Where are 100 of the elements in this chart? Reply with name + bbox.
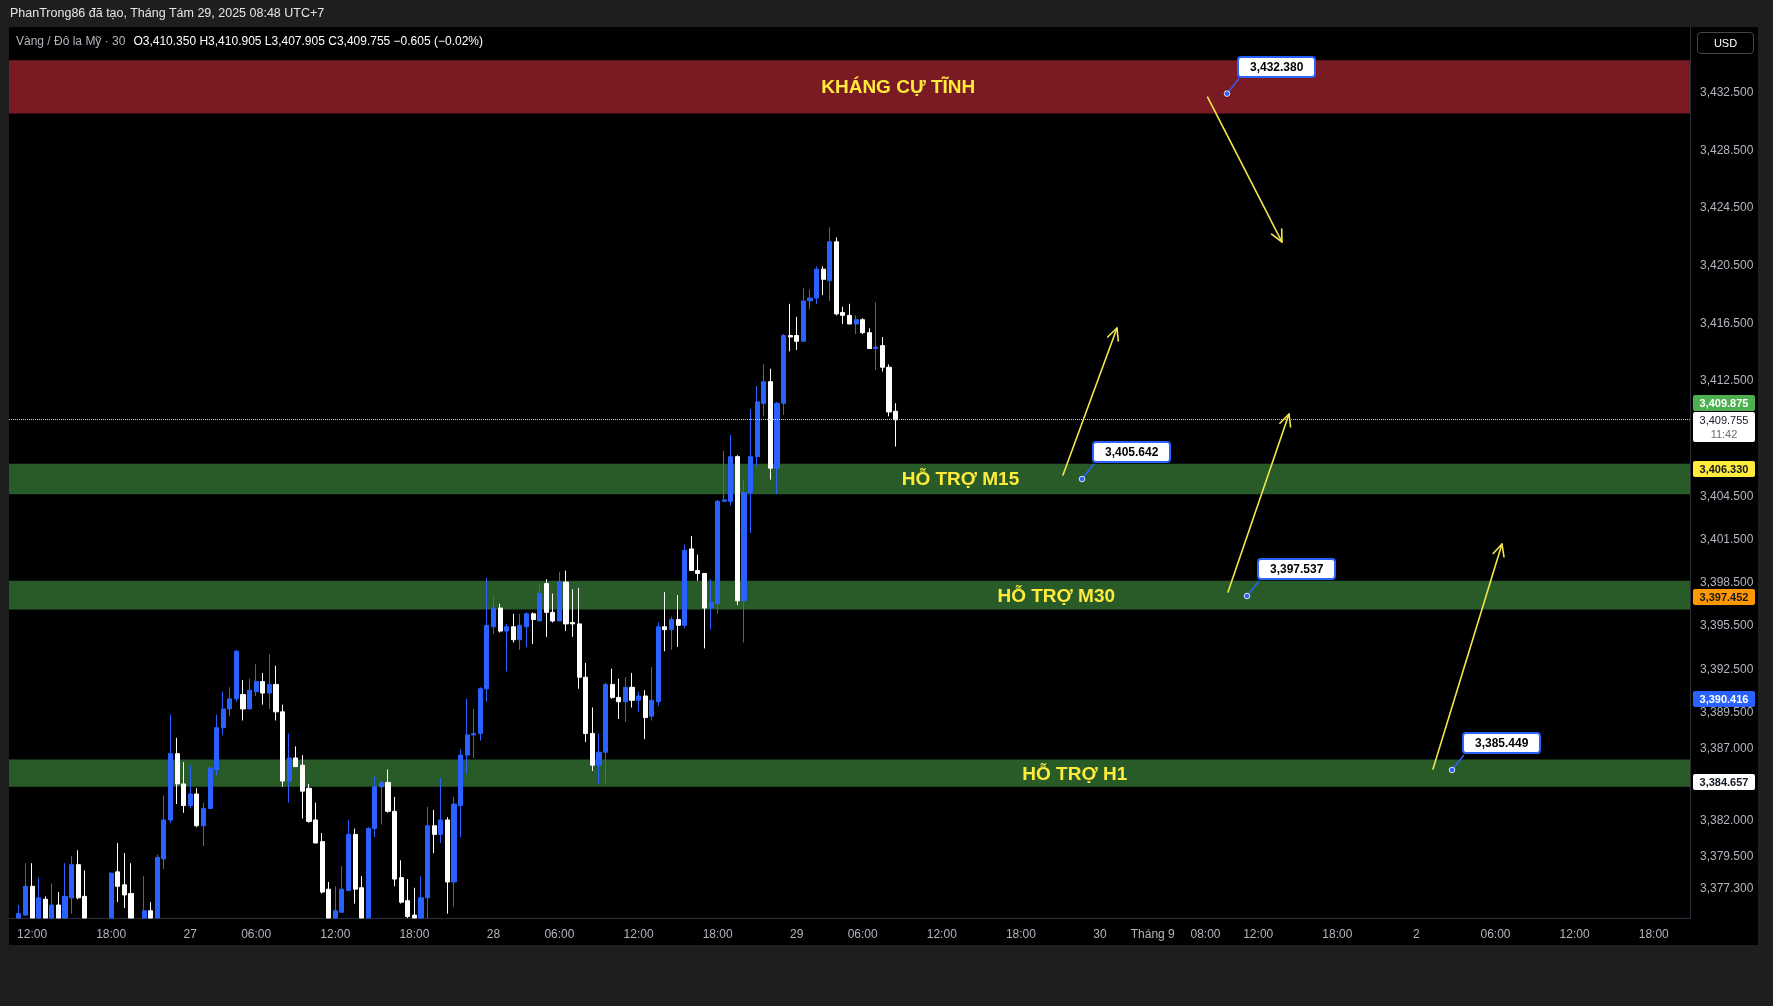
candlestick — [109, 871, 114, 919]
x-tick-label: Tháng 9 — [1130, 927, 1176, 941]
candlestick — [854, 314, 859, 335]
candlestick — [847, 303, 852, 325]
candlestick — [682, 544, 687, 629]
candlestick — [23, 862, 28, 916]
candlestick — [445, 816, 450, 915]
y-tick-label: 3,412.500 — [1700, 373, 1754, 388]
x-tick-label: 08:00 — [1190, 927, 1221, 941]
text: O3,410.350 H3,410.905 L3,407.905 C3,409.755 −0.605 (−0.02%) — [133, 34, 484, 48]
ref-line-label: 3,409.755 — [1698, 412, 1750, 427]
band-label: HỖ TRỢ M15 — [901, 468, 1020, 490]
candlestick — [590, 707, 595, 772]
x-tick-label: 12:00 — [623, 927, 654, 941]
y-tick-label: 3,398.500 — [1700, 575, 1754, 590]
annotation: 3,405.642 — [1092, 441, 1172, 463]
x-tick-label: 06:00 — [544, 927, 575, 941]
x-tick-label: 12:00 — [926, 927, 958, 941]
candlestick — [247, 678, 252, 710]
x-tick-label: 28 — [486, 927, 501, 941]
y-tick-label: 3,389.500 — [1700, 704, 1754, 719]
x-tick-label: 18:00 — [399, 927, 430, 941]
candlestick — [702, 572, 707, 649]
band-label: HỖ TRỢ M30 — [997, 584, 1116, 606]
text: 3,409.875 — [1693, 395, 1755, 411]
text: 3,384.657 — [1693, 773, 1755, 790]
candlestick — [636, 691, 641, 713]
candlestick — [30, 862, 35, 919]
x-tick-label: 29 — [790, 927, 804, 941]
band-label: HỖ TRỢ H1 — [1022, 762, 1128, 784]
x-tick-label: 06:00 — [1480, 927, 1511, 941]
y-tick-label: 3,379.500 — [1700, 849, 1754, 863]
candlestick — [115, 842, 120, 903]
candlestick — [260, 672, 265, 706]
x-tick-label: 06:00 — [847, 927, 879, 941]
y-tick-label: 3,392.500 — [1700, 661, 1754, 676]
x-tick-label: 18:00 — [702, 927, 733, 941]
candlestick — [517, 613, 522, 651]
y-tick-label: 3,387.000 — [1700, 740, 1754, 755]
candlestick — [346, 819, 351, 892]
candlestick — [287, 732, 292, 804]
candlestick — [16, 904, 21, 919]
candlestick — [649, 666, 654, 721]
candlestick — [49, 882, 54, 919]
candlestick — [821, 265, 826, 296]
candlestick — [412, 887, 417, 919]
text: 11:42 — [1709, 426, 1739, 441]
candlestick — [735, 454, 740, 606]
x-tick-label: 18:00 — [1322, 927, 1353, 941]
text: 3,406.330 — [1693, 460, 1755, 477]
text: 3,390.416 — [1693, 690, 1755, 707]
candlestick — [643, 689, 648, 740]
text: PhanTrong86 đã tạo, Tháng Tám 29, 2025 08:48 UTC+7 — [10, 6, 325, 20]
candlestick — [201, 802, 206, 847]
candlestick — [768, 368, 773, 481]
candlestick — [827, 226, 832, 302]
x-tick-label: 2 — [1413, 927, 1421, 941]
y-tick-label: 3,382.000 — [1700, 812, 1754, 827]
x-tick-label: 12:00 — [1559, 927, 1590, 941]
x-tick-label: 27 — [183, 927, 198, 941]
annotation: 3,432.380 — [1237, 55, 1317, 78]
y-tick-label: 3,432.500 — [1700, 84, 1754, 99]
candlestick — [860, 317, 865, 335]
candlestick — [873, 301, 878, 371]
candlestick — [379, 780, 384, 825]
candlestick — [867, 327, 872, 350]
x-tick-label: 12:00 — [17, 927, 48, 941]
candlestick — [254, 663, 259, 697]
candlestick — [656, 621, 661, 707]
candlestick — [511, 613, 516, 644]
candlestick — [531, 611, 536, 645]
candlestick — [142, 875, 147, 919]
band-label: KHÁNG CỰ TĨNH — [821, 76, 976, 98]
text: Vàng / Đô la Mỹ · 30 — [16, 34, 126, 48]
candlestick — [432, 809, 437, 854]
x-tick-label: 12:00 — [320, 927, 351, 941]
candlestick — [629, 672, 635, 708]
candlestick — [168, 714, 173, 824]
candlestick — [293, 745, 298, 768]
y-tick-label: 3,401.500 — [1700, 531, 1754, 546]
candlestick — [240, 679, 246, 721]
candlestick — [56, 891, 61, 919]
candlestick — [498, 603, 503, 634]
x-tick-label: 12:00 — [1243, 927, 1274, 941]
candlestick — [194, 787, 199, 828]
y-tick-label: 3,377.300 — [1700, 880, 1754, 895]
candlestick — [623, 676, 628, 723]
candlestick — [524, 611, 529, 648]
y-tick-label: 3,424.500 — [1700, 200, 1754, 215]
y-tick-label: 3,404.500 — [1700, 488, 1754, 503]
text: 3,397.452 — [1693, 589, 1755, 605]
candlestick — [537, 584, 542, 622]
annotation: 3,397.537 — [1257, 558, 1337, 580]
x-tick-label: 18:00 — [1005, 927, 1037, 941]
candlestick — [491, 595, 496, 635]
x-tick-label: 18:00 — [1638, 927, 1670, 941]
y-tick-label: 3,416.500 — [1700, 315, 1754, 330]
x-tick-label: 06:00 — [241, 927, 272, 941]
annotation: 3,385.449 — [1462, 732, 1542, 754]
candlestick — [676, 594, 681, 648]
